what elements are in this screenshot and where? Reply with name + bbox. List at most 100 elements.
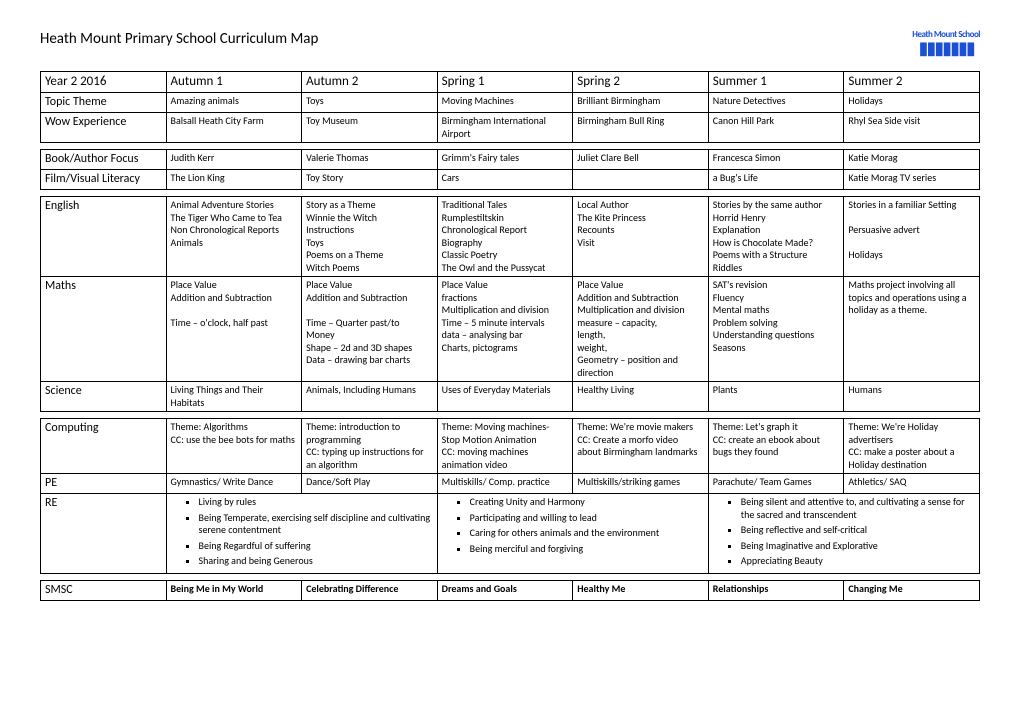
table-row: Topic ThemeAmazing animalsToysMoving Mac… bbox=[41, 93, 980, 113]
table-cell: Cars bbox=[437, 170, 573, 190]
table-row: Film/Visual LiteracyThe Lion KingToy Sto… bbox=[41, 170, 980, 190]
table-row: Wow ExperienceBalsall Heath City FarmToy… bbox=[41, 113, 980, 143]
table-cell: Toy Museum bbox=[302, 113, 438, 143]
row-label: RE bbox=[41, 494, 167, 574]
table-cell: Judith Kerr bbox=[166, 150, 302, 170]
table-cell: Francesca Simon bbox=[708, 150, 844, 170]
row-label: Book/Author Focus bbox=[41, 150, 167, 170]
table-cell: Place Value fractions Multiplication and… bbox=[437, 277, 573, 382]
table-cell: Katie Morag TV series bbox=[844, 170, 980, 190]
row-label: Science bbox=[41, 382, 167, 412]
re-item: Creating Unity and Harmony bbox=[470, 496, 704, 509]
table-cell: Theme: We're movie makers CC: Create a m… bbox=[573, 419, 709, 474]
re-item: Sharing and being Generous bbox=[199, 555, 433, 568]
curriculum-table: Year 2 2016Autumn 1Autumn 2Spring 1Sprin… bbox=[40, 71, 980, 601]
table-cell: SAT's revision Fluency Mental maths Prob… bbox=[708, 277, 844, 382]
table-cell: Plants bbox=[708, 382, 844, 412]
table-cell: Autumn 1 bbox=[166, 72, 302, 93]
table-row-smsc: SMSCBeing Me in My WorldCelebrating Diff… bbox=[41, 580, 980, 600]
table-row: EnglishAnimal Adventure Stories The Tige… bbox=[41, 197, 980, 277]
school-logo: Heath Mount School ▮▮▮▮▮▮▮ bbox=[912, 30, 980, 57]
re-item: Living by rules bbox=[199, 496, 433, 509]
table-cell: Healthy Living bbox=[573, 382, 709, 412]
table-cell: Toy Story bbox=[302, 170, 438, 190]
table-cell: Stories by the same author Horrid Henry … bbox=[708, 197, 844, 277]
table-cell: Athletics/ SAQ bbox=[844, 474, 980, 494]
table-row: ComputingTheme: Algorithms CC: use the b… bbox=[41, 419, 980, 474]
table-cell: Summer 1 bbox=[708, 72, 844, 93]
table-cell: Grimm's Fairy tales bbox=[437, 150, 573, 170]
row-label: Wow Experience bbox=[41, 113, 167, 143]
re-item: Being Imaginative and Explorative bbox=[741, 540, 975, 553]
table-cell: Traditional Tales Rumplestiltskin Chrono… bbox=[437, 197, 573, 277]
table-cell bbox=[573, 170, 709, 190]
re-item: Appreciating Beauty bbox=[741, 555, 975, 568]
table-cell: Nature Detectives bbox=[708, 93, 844, 113]
row-label: Year 2 2016 bbox=[41, 72, 167, 93]
re-item: Being Temperate, exercising self discipl… bbox=[199, 512, 433, 537]
table-cell: Gymnastics/ Write Dance bbox=[166, 474, 302, 494]
table-cell: Maths project involving all topics and o… bbox=[844, 277, 980, 382]
table-cell: Humans bbox=[844, 382, 980, 412]
table-cell: Relationships bbox=[708, 580, 844, 600]
row-label: Maths bbox=[41, 277, 167, 382]
table-cell: Rhyl Sea Side visit bbox=[844, 113, 980, 143]
table-cell: Autumn 2 bbox=[302, 72, 438, 93]
table-cell: Parachute/ Team Games bbox=[708, 474, 844, 494]
row-label: Film/Visual Literacy bbox=[41, 170, 167, 190]
table-cell: Amazing animals bbox=[166, 93, 302, 113]
table-cell: Dreams and Goals bbox=[437, 580, 573, 600]
re-item: Being Regardful of suffering bbox=[199, 540, 433, 553]
table-row: PEGymnastics/ Write DanceDance/Soft Play… bbox=[41, 474, 980, 494]
table-cell: Summer 2 bbox=[844, 72, 980, 93]
re-block: Being silent and attentive to, and culti… bbox=[708, 494, 979, 574]
table-cell: Uses of Everyday Materials bbox=[437, 382, 573, 412]
re-item: Being merciful and forgiving bbox=[470, 543, 704, 556]
table-cell: Spring 1 bbox=[437, 72, 573, 93]
table-header-row: Year 2 2016Autumn 1Autumn 2Spring 1Sprin… bbox=[41, 72, 980, 93]
page-header: Heath Mount Primary School Curriculum Ma… bbox=[40, 30, 980, 57]
table-cell: Place Value Addition and Subtraction Tim… bbox=[166, 277, 302, 382]
re-item: Being reflective and self-critical bbox=[741, 524, 975, 537]
table-cell: Balsall Heath City Farm bbox=[166, 113, 302, 143]
table-cell: Animals, Including Humans bbox=[302, 382, 438, 412]
table-cell: Dance/Soft Play bbox=[302, 474, 438, 494]
table-cell: Place Value Addition and Subtraction Tim… bbox=[302, 277, 438, 382]
table-row: Book/Author FocusJudith KerrValerie Thom… bbox=[41, 150, 980, 170]
table-cell: Valerie Thomas bbox=[302, 150, 438, 170]
row-label: Topic Theme bbox=[41, 93, 167, 113]
table-cell: Moving Machines bbox=[437, 93, 573, 113]
table-cell: Animal Adventure Stories The Tiger Who C… bbox=[166, 197, 302, 277]
table-cell: Theme: introduction to programming CC: t… bbox=[302, 419, 438, 474]
table-cell: Toys bbox=[302, 93, 438, 113]
table-cell: Stories in a familiar Setting Persuasive… bbox=[844, 197, 980, 277]
table-cell: Place Value Addition and Subtraction Mul… bbox=[573, 277, 709, 382]
table-cell: Juliet Clare Bell bbox=[573, 150, 709, 170]
table-cell: Multiskills/striking games bbox=[573, 474, 709, 494]
table-cell: Local Author The Kite Princess Recounts … bbox=[573, 197, 709, 277]
re-item: Participating and willing to lead bbox=[470, 512, 704, 525]
table-cell: Holidays bbox=[844, 93, 980, 113]
table-cell: a Bug's Life bbox=[708, 170, 844, 190]
table-cell: Theme: Algorithms CC: use the bee bots f… bbox=[166, 419, 302, 474]
table-cell: Birmingham Bull Ring bbox=[573, 113, 709, 143]
table-cell: The Lion King bbox=[166, 170, 302, 190]
table-cell: Spring 2 bbox=[573, 72, 709, 93]
re-block: Creating Unity and Harmony Participating … bbox=[437, 494, 708, 574]
table-cell: Living Things and Their Habitats bbox=[166, 382, 302, 412]
table-cell: Canon Hill Park bbox=[708, 113, 844, 143]
table-cell: Story as a Theme Winnie the Witch Instru… bbox=[302, 197, 438, 277]
re-block: Living by rules Being Temperate, exercisi… bbox=[166, 494, 437, 574]
table-cell: Birmingham International Airport bbox=[437, 113, 573, 143]
table-row: ScienceLiving Things and Their Habitats … bbox=[41, 382, 980, 412]
row-label: Computing bbox=[41, 419, 167, 474]
re-item: Being silent and attentive to, and culti… bbox=[741, 496, 975, 521]
table-cell: Changing Me bbox=[844, 580, 980, 600]
table-cell: Multiskills/ Comp. practice bbox=[437, 474, 573, 494]
table-cell: Celebrating Difference bbox=[302, 580, 438, 600]
table-cell: Theme: Let's graph it CC: create an eboo… bbox=[708, 419, 844, 474]
table-cell: Katie Morag bbox=[844, 150, 980, 170]
row-label: SMSC bbox=[41, 580, 167, 600]
table-row: Maths Place Value Addition and Subtracti… bbox=[41, 277, 980, 382]
table-row-re: RE Living by rules Being Temperate, exerci… bbox=[41, 494, 980, 574]
